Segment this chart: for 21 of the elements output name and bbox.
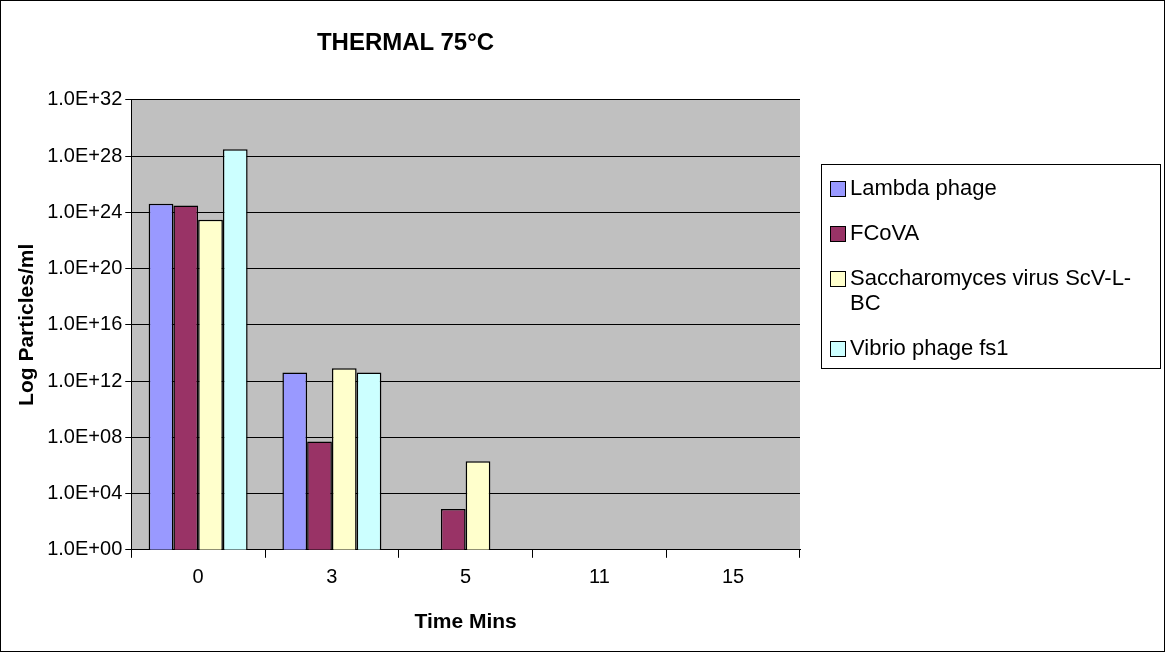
y-axis-title: Log Particles/ml <box>14 243 38 406</box>
y-tick-label: 1.0E+20 <box>47 256 123 279</box>
x-tick-label: 15 <box>722 565 745 588</box>
legend-label: Saccharomyces virus ScV-L-BC <box>850 265 1133 315</box>
y-tick-label: 1.0E+16 <box>47 312 123 335</box>
legend-label: Vibrio phage fs1 <box>850 335 1009 360</box>
y-tick-label: 1.0E+32 <box>47 87 123 110</box>
chart-title: THERMAL 75°C <box>316 28 495 56</box>
y-tick-label: 1.0E+08 <box>47 424 123 447</box>
y-tick-label: 1.0E+12 <box>47 368 123 391</box>
y-tick-label: 1.0E+24 <box>47 199 123 222</box>
legend-label: Lambda phage <box>850 175 997 200</box>
x-tick-label: 3 <box>326 565 338 588</box>
x-axis-title: Time Mins <box>414 609 517 633</box>
x-tick-label: 11 <box>589 565 610 588</box>
legend-label: FCoVA <box>850 220 920 245</box>
y-tick-label: 1.0E+04 <box>47 481 123 504</box>
x-tick-label: 5 <box>460 565 472 588</box>
y-tick-label: 1.0E+00 <box>47 537 123 560</box>
y-tick-label: 1.0E+28 <box>47 143 123 166</box>
x-tick-label: 0 <box>192 565 204 588</box>
